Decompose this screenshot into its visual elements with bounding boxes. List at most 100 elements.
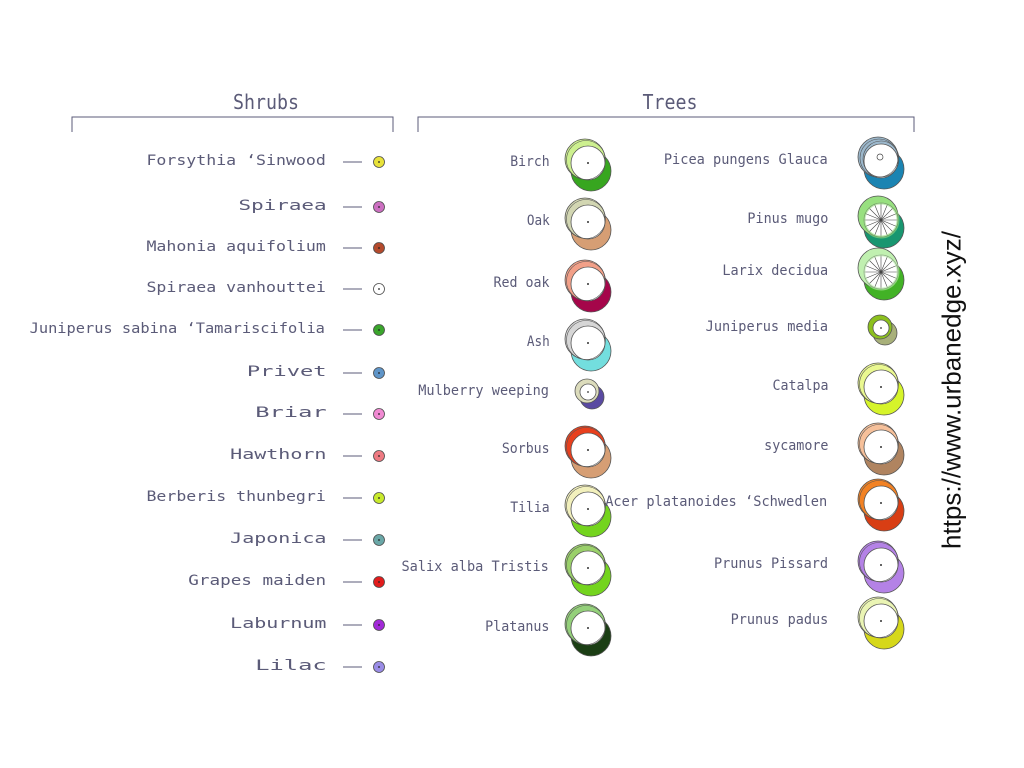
tree-label: Larix decidua: [722, 263, 828, 279]
tree-row: Catalpa: [773, 362, 905, 416]
tree-label: Pinus mugo: [747, 211, 828, 227]
tree-row: Larix decidua: [722, 247, 905, 301]
tree-row: Sorbus: [502, 425, 612, 479]
tree-label: Birch: [510, 154, 549, 171]
shrub-label: Mahonia aquifolium: [146, 238, 325, 254]
center-dot: [378, 288, 380, 290]
tree-label: Sorbus: [502, 441, 550, 457]
tree-row: Birch: [510, 138, 612, 192]
tree-row: Acer platanoides ‘Schwedlen: [605, 478, 905, 532]
shrub-row: Mahonia aquifolium: [146, 238, 385, 255]
shrub-row: Briar: [255, 404, 385, 421]
tree-label: Salix alba Tristis: [401, 559, 548, 575]
tree-symbol-mulberry-weeping: [574, 378, 605, 410]
tree-row: Oak: [527, 197, 612, 251]
tree-label: Acer platanoides ‘Schwedlen: [605, 494, 827, 510]
shrub-row: Juniperus sabina ‘Tamariscifolia: [30, 320, 385, 337]
shrub-label: Laburnum: [230, 616, 326, 632]
tree-label: sycamore: [764, 438, 828, 454]
tree-row: Platanus: [485, 603, 612, 657]
tree-row: Red oak: [494, 259, 612, 313]
tree-symbol-catalpa: [857, 362, 905, 416]
tree-label: Prunus padus: [731, 612, 829, 628]
tree-symbol-pinus-mugo: [857, 195, 905, 249]
tree-symbol-juniperus-media: [867, 314, 898, 346]
tree-symbol-red-oak: [564, 259, 612, 313]
shrub-row: Grapes maiden: [188, 572, 385, 589]
center-dot: [378, 372, 380, 374]
trees-heading: Trees: [643, 90, 698, 114]
tree-label: Red oak: [494, 275, 550, 291]
center-dot: [378, 666, 380, 668]
shrub-label: Spiraea: [239, 197, 327, 214]
tree-label: Juniperus media: [706, 319, 828, 335]
tree-row: Salix alba Tristis: [401, 543, 612, 597]
tree-label: Prunus Pissard: [714, 556, 828, 572]
center-dot: [378, 497, 380, 499]
shrub-label: Grapes maiden: [188, 572, 326, 589]
shrub-label: Spiraea vanhouttei: [146, 279, 325, 295]
shrub-row: Privet: [247, 364, 385, 380]
tree-label: Oak: [527, 214, 550, 230]
shrub-row: Hawthorn: [230, 447, 385, 463]
tree-row: Pinus mugo: [747, 195, 905, 249]
tree-label: Ash: [527, 335, 550, 351]
shrub-list: Forsythia ‘Sinwood Spiraea Mahonia aquifol…: [30, 152, 385, 674]
shrub-label: Forsythia ‘Sinwood: [146, 152, 325, 168]
tree-symbol-oak: [564, 197, 612, 251]
tree-symbol-ash: [564, 318, 612, 372]
shrub-row: Spiraea vanhouttei: [146, 279, 385, 296]
center-dot: [378, 206, 380, 208]
tree-row: Juniperus media: [706, 314, 898, 346]
tree-label: Tilia: [510, 500, 549, 517]
shrub-label: Briar: [255, 404, 326, 421]
tree-symbol-prunus-padus: [857, 596, 905, 650]
center-dot: [378, 161, 380, 163]
tree-row: Picea pungens Glauca: [664, 136, 905, 190]
shrub-row: Forsythia ‘Sinwood: [146, 152, 385, 169]
tree-symbol-birch: [564, 138, 612, 192]
tree-row: Prunus padus: [731, 596, 905, 650]
shrub-row: Berberis thunbegri: [146, 488, 385, 505]
tree-symbol-picea-pungens-glauca: [857, 136, 905, 190]
tree-symbol-acer-platanoides-schwedlen: [857, 478, 905, 532]
tree-row: sycamore: [764, 422, 905, 476]
center-dot: [378, 455, 380, 457]
tree-row: Prunus Pissard: [714, 540, 905, 594]
tree-label: Catalpa: [773, 378, 829, 394]
tree-symbol-prunus-pissard: [857, 540, 905, 594]
tree-symbol-platanus: [564, 603, 612, 657]
shrubs-heading: Shrubs: [233, 90, 299, 114]
watermark-url: https://www.urbanedge.xyz/: [936, 231, 967, 549]
shrub-label: Berberis thunbegri: [146, 488, 325, 504]
tree-symbol-sycamore: [857, 422, 905, 476]
shrub-row: Laburnum: [230, 616, 385, 632]
shrub-label: Juniperus sabina ‘Tamariscifolia: [30, 320, 325, 336]
tree-row: Mulberry weeping: [418, 378, 605, 410]
shrub-label: Lilac: [255, 657, 326, 674]
tree-symbol-salix-alba-tristis: [564, 543, 612, 597]
tree-label: Platanus: [485, 619, 549, 635]
tree-symbol-larix-decidua: [857, 247, 905, 301]
center-dot: [378, 329, 380, 331]
shrub-label: Privet: [247, 364, 327, 380]
shrub-row: Lilac: [255, 657, 385, 674]
tree-label: Picea pungens Glauca: [664, 152, 828, 168]
tree-list: Birch Oak Red oak Ash Mulberry weeping Sorbus…: [401, 136, 905, 657]
tree-row: Tilia: [510, 484, 612, 538]
center-dot: [378, 247, 380, 249]
center-dot: [378, 624, 380, 626]
center-dot: [378, 413, 380, 415]
shrub-row: Japonica: [230, 531, 385, 547]
shrub-label: Japonica: [230, 531, 326, 547]
tree-symbol-sorbus: [564, 425, 612, 479]
center-dot: [378, 581, 380, 583]
tree-symbol-tilia: [564, 484, 612, 538]
center-dot: [378, 539, 380, 541]
shrub-label: Hawthorn: [230, 447, 326, 463]
trees-bracket: [417, 116, 915, 132]
tree-row: Ash: [527, 318, 612, 372]
shrub-row: Spiraea: [239, 197, 385, 214]
shrubs-bracket: [71, 116, 394, 132]
